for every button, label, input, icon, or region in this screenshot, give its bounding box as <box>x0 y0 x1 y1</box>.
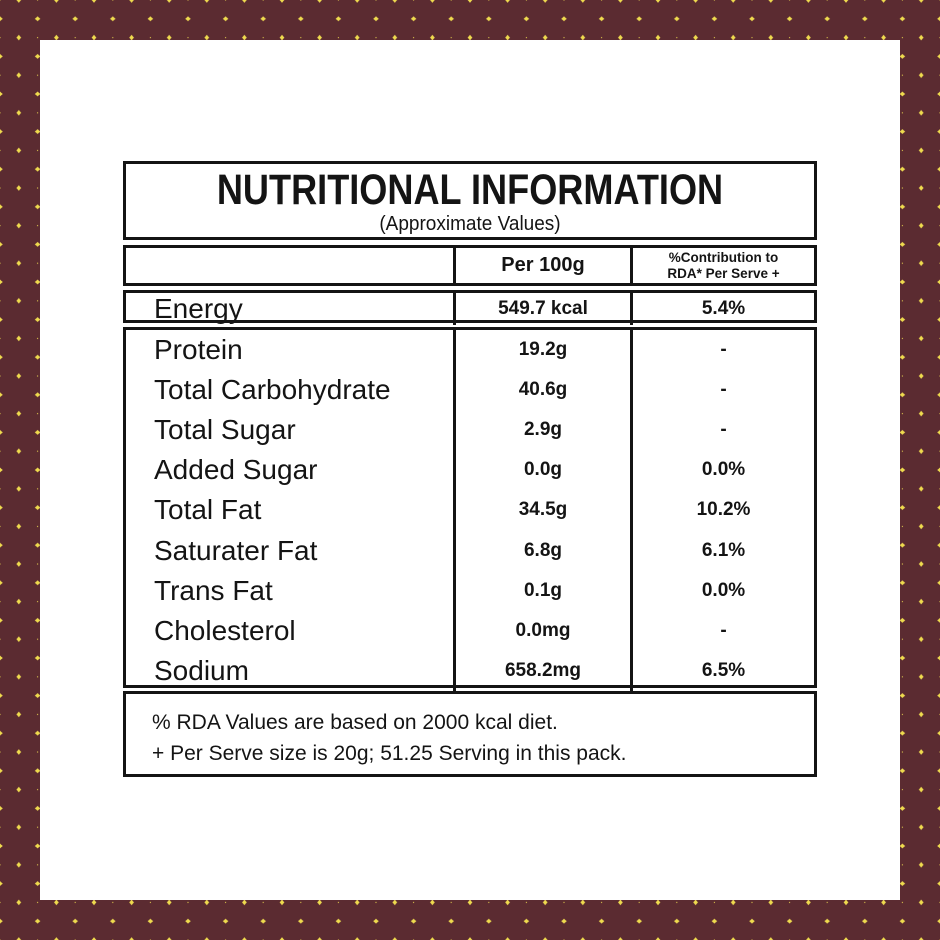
page-title: NUTRITIONAL INFORMATION <box>216 166 724 214</box>
nutrition-label: NUTRITIONAL INFORMATION (Approximate Val… <box>123 161 817 777</box>
nutrient-per100g: 2.9g <box>453 410 630 451</box>
nutrient-name: Protein <box>154 334 243 366</box>
nutrient-per100g: 40.6g <box>453 370 630 411</box>
border-band-top <box>0 0 940 40</box>
table-row: Total Fat 34.5g 10.2% <box>126 490 814 531</box>
nutrient-per100g: 0.1g <box>453 570 630 611</box>
nutrient-rda: 6.5% <box>630 650 814 691</box>
border-band-bottom <box>0 900 940 940</box>
nutrient-name: Sodium <box>154 654 249 686</box>
nutrient-per100g: 0.0mg <box>453 610 630 651</box>
border-band-left <box>0 0 40 940</box>
column-header-rda-line2: RDA* Per Serve + <box>667 265 780 281</box>
nutrient-rda: 0.0% <box>630 570 814 611</box>
title-box: NUTRITIONAL INFORMATION (Approximate Val… <box>123 161 817 240</box>
border-band-right <box>900 0 940 940</box>
nutrient-rda: - <box>630 610 814 651</box>
nutrient-rda: 6.1% <box>630 530 814 571</box>
nutrient-name: Trans Fat <box>154 574 273 606</box>
nutrient-name: Total Sugar <box>154 414 296 446</box>
nutrient-per100g: 658.2mg <box>453 650 630 691</box>
column-header-rda: %Contribution to RDA* Per Serve + <box>630 248 814 283</box>
table-row: Total Carbohydrate 40.6g - <box>126 370 814 411</box>
nutrient-rda: 0.0% <box>630 450 814 491</box>
energy-row: Energy 549.7 kcal 5.4% <box>123 290 817 325</box>
energy-label: Energy <box>154 293 243 324</box>
nutrient-per100g: 6.8g <box>453 530 630 571</box>
nutrient-name: Cholesterol <box>154 614 296 646</box>
footnote-serving: + Per Serve size is 20g; 51.25 Serving i… <box>152 742 627 765</box>
table-row: Trans Fat 0.1g 0.0% <box>126 570 814 611</box>
energy-per100g: 549.7 kcal <box>453 293 630 325</box>
nutrient-table-body: Protein 19.2g - Total Carbohydrate 40.6g… <box>123 327 817 691</box>
nutrient-name: Saturater Fat <box>154 534 318 566</box>
nutrient-rda: - <box>630 370 814 411</box>
energy-rda: 5.4% <box>630 293 814 325</box>
nutrient-name: Total Fat <box>154 494 262 526</box>
column-header-nutrient <box>126 248 453 283</box>
page-subtitle: (Approximate Values) <box>379 213 561 235</box>
table-row: Cholesterol 0.0mg - <box>126 610 814 651</box>
nutrient-name: Added Sugar <box>154 454 318 486</box>
nutrient-per100g: 34.5g <box>453 490 630 531</box>
table-row: Sodium 658.2mg 6.5% <box>126 650 814 691</box>
nutrient-per100g: 19.2g <box>453 330 630 371</box>
column-header-rda-line1: %Contribution to <box>668 249 779 265</box>
nutrient-rda: - <box>630 330 814 371</box>
nutrient-rda: 10.2% <box>630 490 814 531</box>
nutrient-name: Total Carbohydrate <box>154 374 391 406</box>
footnote-rda: % RDA Values are based on 2000 kcal diet… <box>152 711 558 734</box>
column-header-row: Per 100g %Contribution to RDA* Per Serve… <box>123 245 817 286</box>
column-header-per100g: Per 100g <box>453 248 630 283</box>
table-row: Total Sugar 2.9g - <box>126 410 814 451</box>
nutrient-per100g: 0.0g <box>453 450 630 491</box>
table-row: Added Sugar 0.0g 0.0% <box>126 450 814 491</box>
footnotes-box: % RDA Values are based on 2000 kcal diet… <box>123 691 817 777</box>
table-row: Saturater Fat 6.8g 6.1% <box>126 530 814 571</box>
nutrient-rda: - <box>630 410 814 451</box>
table-row: Protein 19.2g - <box>126 330 814 371</box>
